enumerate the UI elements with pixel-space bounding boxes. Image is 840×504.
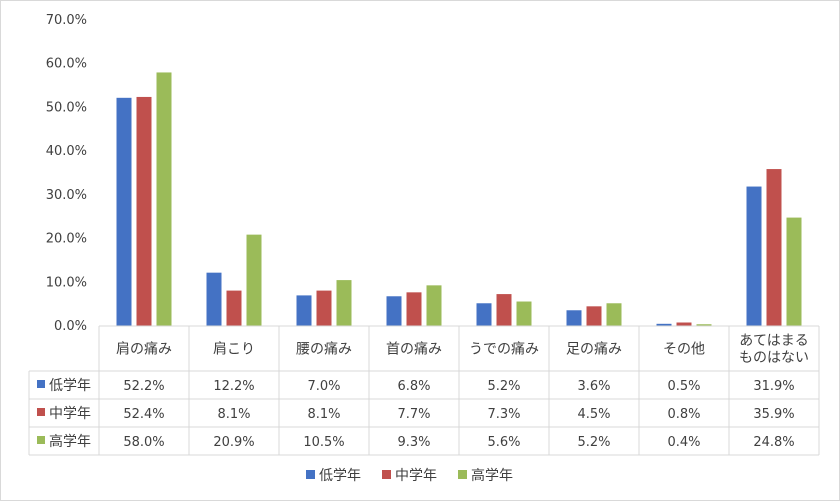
bar: [156, 72, 172, 326]
bar: [296, 295, 312, 326]
legend-label: 中学年: [395, 468, 437, 484]
series-name: 中学年: [49, 406, 91, 422]
bar: [766, 169, 782, 326]
data-label: 35.9%: [753, 407, 794, 422]
bar: [336, 280, 352, 326]
bar: [226, 290, 242, 326]
data-label: 5.6%: [487, 435, 520, 450]
data-label: 52.4%: [123, 407, 164, 422]
bar: [206, 272, 222, 326]
bar: [316, 290, 332, 326]
y-tick-label: 0.0%: [54, 319, 87, 334]
data-label: 0.5%: [667, 379, 700, 394]
data-label: 0.8%: [667, 407, 700, 422]
y-tick-label: 50.0%: [46, 100, 87, 115]
bar: [406, 292, 422, 326]
data-label: 52.2%: [123, 379, 164, 394]
data-label: 7.0%: [307, 379, 340, 394]
data-label: 8.1%: [217, 407, 250, 422]
table-legend-key: [37, 408, 45, 416]
category-label: 足の痛み: [566, 341, 622, 358]
data-label: 0.4%: [667, 435, 700, 450]
bar: [656, 323, 672, 326]
bar: [476, 303, 492, 326]
data-label: 8.1%: [307, 407, 340, 422]
y-tick-label: 30.0%: [46, 188, 87, 203]
data-label: 3.6%: [577, 379, 610, 394]
y-tick-label: 60.0%: [46, 57, 87, 72]
table-legend-key: [37, 380, 45, 388]
bar: [696, 324, 712, 326]
bar: [746, 186, 762, 326]
bar: [496, 294, 512, 326]
table-legend-key: [37, 436, 45, 444]
data-table: 肩の痛み 肩こり 腰の痛み 首の痛み うでの痛み 足の痛み その他 あてはまるものはない低学年…: [28, 325, 820, 456]
data-label: 5.2%: [487, 379, 520, 394]
category-label: 肩の痛み: [116, 341, 172, 358]
legend-key: [306, 470, 315, 479]
data-label: 12.2%: [213, 379, 254, 394]
bar: [516, 301, 532, 326]
series-name: 低学年: [49, 378, 91, 394]
legend-label: 高学年: [471, 467, 513, 484]
bar: [246, 234, 262, 326]
category-label: ものはない: [739, 350, 809, 366]
data-label: 6.8%: [397, 379, 430, 394]
bar: [116, 97, 132, 326]
series-name: 高学年: [49, 433, 91, 450]
data-label: 10.5%: [303, 435, 344, 450]
bar: [606, 303, 622, 326]
bar: [386, 296, 402, 326]
bar: [136, 96, 152, 327]
category-label: あてはまる: [739, 333, 808, 349]
category-label: 肩こり: [213, 342, 255, 358]
y-tick-label: 10.0%: [46, 275, 87, 290]
data-label: 20.9%: [213, 435, 254, 450]
bar: [566, 310, 582, 326]
bars: [116, 72, 802, 327]
legend-label: 低学年: [319, 468, 361, 484]
category-label: その他: [663, 342, 705, 358]
y-tick-label: 40.0%: [46, 144, 87, 159]
legend-key: [382, 470, 391, 479]
data-label: 58.0%: [123, 435, 164, 450]
y-axis: 0.0% 10.0% 20.0% 30.0% 40.0% 50.0% 60.0% 70.0%: [46, 13, 87, 334]
category-label: 首の痛み: [386, 341, 442, 358]
data-label: 7.3%: [487, 407, 520, 422]
bar: [586, 306, 602, 326]
data-label: 7.7%: [397, 407, 430, 422]
data-label: 31.9%: [753, 379, 794, 394]
legend: 低学年 中学年 高学年: [306, 467, 513, 484]
category-label: うでの痛み: [469, 341, 539, 358]
legend-key: [458, 470, 467, 479]
y-tick-label: 70.0%: [46, 13, 87, 28]
data-label: 24.8%: [753, 435, 794, 450]
y-tick-label: 20.0%: [46, 232, 87, 247]
bar: [676, 322, 692, 326]
bar: [426, 285, 442, 326]
data-label: 4.5%: [577, 407, 610, 422]
data-label: 9.3%: [397, 435, 430, 450]
data-label: 5.2%: [577, 435, 610, 450]
bar: [786, 217, 802, 326]
category-label: 腰の痛み: [296, 341, 352, 358]
